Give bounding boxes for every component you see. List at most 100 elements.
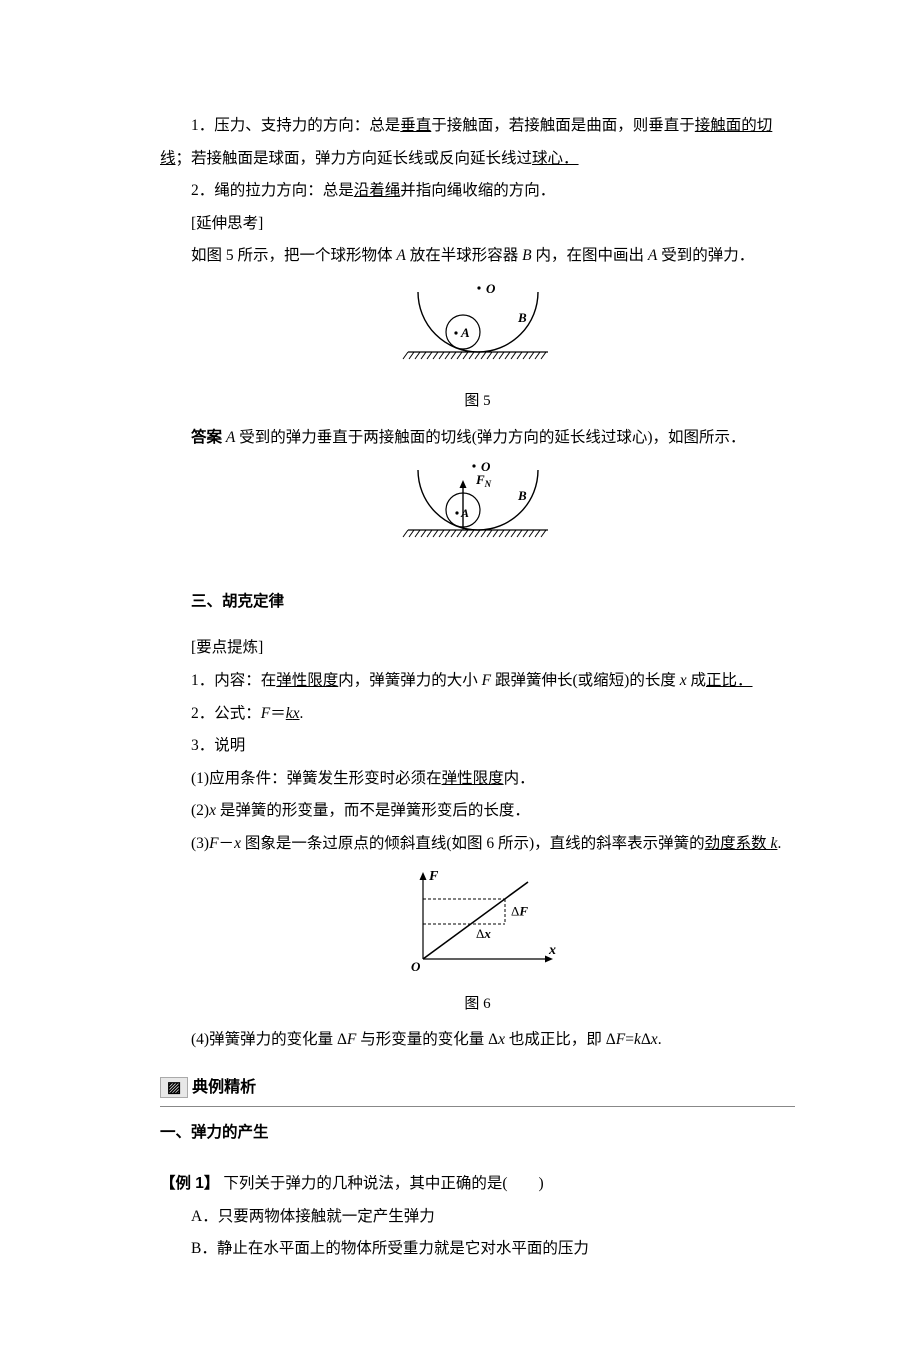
svg-text:ΔF: ΔF [511,904,528,919]
underline: 弹性限度 [276,672,338,689]
var-F: F [209,835,218,852]
figure-6-svg: F x O ΔF Δx [393,864,563,974]
text: ＝ [270,705,286,722]
var-A: A [648,247,657,264]
figure-5-svg: O A B [378,277,578,372]
extension-question: 如图 5 所示，把一个球形物体 A 放在半球形容器 B 内，在图中画出 A 受到… [160,240,795,273]
var-A: A [226,429,235,446]
var-k: k [634,1031,641,1048]
s3-p5: (2)x 是弹簧的形变量，而不是弹簧形变后的长度． [160,795,795,828]
underline-kx: kx [286,705,300,722]
svg-text:B: B [517,310,527,325]
option-A: A．只要两物体接触就一定产生弹力 [160,1201,795,1234]
var-F: F [347,1031,356,1048]
answer-line: 答案 A 受到的弹力垂直于两接触面的切线(弹力方向的延长线过球心)，如图所示． [160,422,795,455]
figure-6: F x O ΔF Δx 图 6 [160,864,795,1020]
example-1: 【例 1】 下列关于弹力的几种说法，其中正确的是( ) [160,1168,795,1201]
text: 跟弹簧伸长(或缩短)的长度 [491,672,680,689]
var-x: x [498,1031,505,1048]
figure-answer: O A B FN [160,458,795,566]
text: (1)应用条件：弹簧发生形变时必须在 [191,770,442,787]
underline: 劲度系数 k [705,835,778,852]
text: 内，弹簧弹力的大小 [338,672,481,689]
text: 受到的弹力． [657,247,754,264]
text: (4)弹簧弹力的变化量 Δ [191,1031,347,1048]
underline: 垂直 [400,117,431,134]
svg-text:O: O [486,281,496,296]
s3-p1: 1．内容：在弹性限度内，弹簧弹力的大小 F 跟弹簧伸长(或缩短)的长度 x 成正… [160,665,795,698]
svg-text:Δx: Δx [476,926,491,941]
text: 并指向绳收缩的方向． [400,182,555,199]
text: [延伸思考] [191,215,263,232]
paragraph-1: 1．压力、支持力的方向：总是垂直于接触面，若接触面是曲面，则垂直于接触面的切线；… [160,110,795,175]
text: 成 [687,672,706,689]
underline: 正比． [706,672,753,689]
text: 放在半球形容器 [406,247,522,264]
s3-p6: (3)F－x 图象是一条过原点的倾斜直线(如图 6 所示)，直线的斜率表示弹簧的… [160,828,795,861]
text: 1．压力、支持力的方向：总是 [191,117,400,134]
var-F: F [482,672,491,689]
document-page: 1．压力、支持力的方向：总是垂直于接触面，若接触面是曲面，则垂直于接触面的切线；… [0,0,920,1346]
text: 于接触面，若接触面是曲面，则垂直于 [431,117,695,134]
s3-p7: (4)弹簧弹力的变化量 ΔF 与形变量的变化量 Δx 也成正比，即 ΔF=kΔx… [160,1024,795,1057]
text: ；若接触面是球面，弹力方向延长线或反向延长线过 [176,150,533,167]
examples-header: ▨ 典例精析 [160,1071,795,1108]
svg-text:A: A [460,506,469,520]
paragraph-2: 2．绳的拉力方向：总是沿着绳并指向绳收缩的方向． [160,175,795,208]
option-B: B．静止在水平面上的物体所受重力就是它对水平面的压力 [160,1233,795,1266]
var-x: x [209,802,216,819]
text: 是弹簧的形变量，而不是弹簧形变后的长度． [216,802,530,819]
var-A: A [396,247,405,264]
example-1-label: 【例 1】 [160,1175,219,1192]
keypoints-label: [要点提炼] [160,632,795,665]
underline: 弹性限度 [442,770,504,787]
var-B: B [522,247,531,264]
var-k: k [286,705,293,722]
svg-text:FN: FN [475,472,492,489]
text: . [300,705,304,722]
svg-text:B: B [517,488,527,503]
svg-text:O: O [411,959,421,974]
text: － [219,835,235,852]
figure-answer-svg: O A B FN [378,458,578,553]
hatch-icon: ▨ [160,1077,188,1098]
text: Δ [641,1031,651,1048]
underline: 沿着绳 [354,182,401,199]
svg-text:A: A [460,325,470,340]
examples-title: 典例精析 [192,1079,256,1096]
text: 内，在图中画出 [532,247,648,264]
text: 2．公式： [191,705,261,722]
text: = [625,1031,634,1048]
svg-text:x: x [548,943,556,958]
s3-p2: 2．公式：F＝kx. [160,698,795,731]
figure-5-caption: 图 5 [160,386,795,418]
var-x: x [680,672,687,689]
var-x: x [651,1031,658,1048]
s3-p3: 3．说明 [160,730,795,763]
text: . [658,1031,662,1048]
text: 如图 5 所示，把一个球形物体 [191,247,396,264]
text: 劲度系数 [705,835,771,852]
underline: 球心． [532,150,579,167]
var-x: x [293,705,300,722]
figure-5: O A B 图 5 [160,277,795,418]
text: 也成正比，即 Δ [505,1031,616,1048]
extension-label: [延伸思考] [160,208,795,241]
text: 内． [504,770,535,787]
text: . [777,835,781,852]
s3-p4: (1)应用条件：弹簧发生形变时必须在弹性限度内． [160,763,795,796]
text: (3) [191,835,209,852]
section-a-title: 一、弹力的产生 [160,1117,795,1150]
text: 图象是一条过原点的倾斜直线(如图 6 所示)，直线的斜率表示弹簧的 [241,835,705,852]
text: 2．绳的拉力方向：总是 [191,182,354,199]
text: 受到的弹力垂直于两接触面的切线(弹力方向的延长线过球心)，如图所示． [235,429,745,446]
text: (2) [191,802,209,819]
var-F: F [616,1031,625,1048]
figure-6-caption: 图 6 [160,989,795,1021]
section-3-title: 三、胡克定律 [160,586,795,619]
svg-text:F: F [428,869,439,884]
example-1-question: 下列关于弹力的几种说法，其中正确的是( ) [219,1175,543,1192]
answer-label: 答案 [191,429,222,446]
var-F: F [261,705,270,722]
text: 与形变量的变化量 Δ [356,1031,498,1048]
